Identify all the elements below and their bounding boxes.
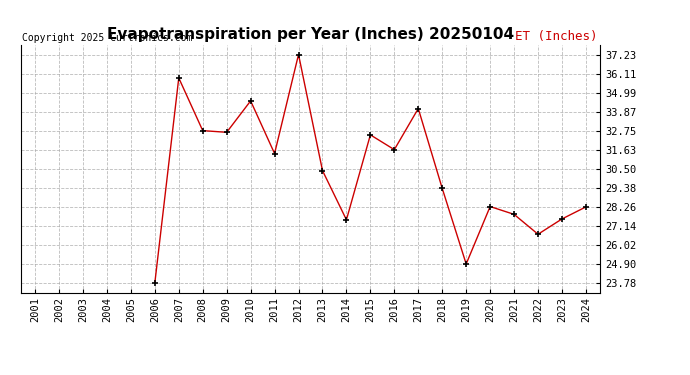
Line: ET (Inches): ET (Inches)	[151, 51, 589, 286]
ET (Inches)	[342, 217, 351, 222]
ET (Inches)	[295, 52, 303, 57]
ET (Inches)	[199, 128, 207, 133]
ET (Inches)	[414, 106, 422, 111]
ET (Inches)	[582, 205, 590, 209]
ET (Inches)	[558, 217, 566, 221]
ET (Inches)	[175, 76, 183, 80]
ET (Inches)	[318, 168, 326, 173]
ET (Inches)	[534, 232, 542, 237]
ET (Inches)	[223, 130, 231, 135]
ET (Inches)	[390, 147, 398, 152]
ET (Inches)	[150, 281, 159, 285]
ET (Inches)	[270, 151, 279, 156]
ET (Inches)	[366, 133, 375, 137]
ET (Inches)	[438, 186, 446, 190]
ET (Inches)	[510, 212, 518, 217]
Text: Copyright 2025 Curtronics.com: Copyright 2025 Curtronics.com	[22, 33, 193, 42]
Text: ET (Inches): ET (Inches)	[515, 30, 598, 42]
Title: Evapotranspiration per Year (Inches) 20250104: Evapotranspiration per Year (Inches) 202…	[107, 27, 514, 42]
ET (Inches)	[462, 262, 471, 266]
ET (Inches)	[486, 204, 494, 209]
ET (Inches)	[246, 99, 255, 103]
